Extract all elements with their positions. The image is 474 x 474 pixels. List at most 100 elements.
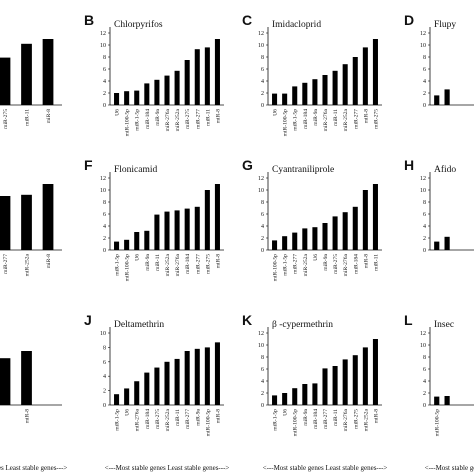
panel-label: C (242, 12, 252, 28)
y-tick-label: 4 (261, 379, 264, 385)
y-tick-label: 8 (261, 355, 264, 361)
x-tick-label: miR-277 (195, 254, 201, 274)
bar (194, 206, 200, 250)
y-tick-label: 12 (100, 31, 106, 37)
x-tick-label: miR-8 (215, 254, 221, 268)
x-tick-label: miR-275 (333, 254, 339, 274)
x-tick-label: miR-9a (313, 108, 319, 125)
stability-footer: <---Most stable genes Least stable genes… (105, 464, 230, 472)
x-tick-label: miR-1-5p (283, 254, 289, 276)
y-tick-label: 2 (103, 389, 106, 395)
bar (292, 86, 298, 105)
x-tick-label: miR-100-5p (283, 109, 289, 137)
y-tick-label: 2 (261, 391, 264, 397)
y-tick-label: 12 (258, 176, 264, 182)
bar (444, 396, 450, 405)
x-tick-label: miR-252a (25, 253, 31, 276)
y-tick-label: 8 (423, 355, 426, 361)
y-tick-label: 6 (423, 367, 426, 373)
y-tick-label: 4 (423, 224, 426, 230)
x-tick-label: miR-100-5p (205, 409, 211, 437)
bar (42, 184, 54, 250)
bar (352, 57, 358, 105)
x-tick-label: miR-8 (46, 109, 52, 123)
x-tick-label: miR-8 (363, 109, 369, 123)
bar (372, 339, 378, 405)
bar (302, 82, 308, 105)
bar (372, 39, 378, 105)
y-tick-label: 4 (423, 79, 426, 85)
x-tick-label: miR-276a (323, 108, 329, 131)
x-tick-label: miR-184 (145, 109, 151, 129)
y-tick-label: 8 (261, 200, 264, 206)
y-tick-label: 8 (423, 55, 426, 61)
bar (272, 93, 278, 105)
bar (114, 394, 120, 405)
bar (342, 359, 348, 405)
x-tick-label: miR-100-5p (273, 254, 279, 282)
stability-footer: <---Most stable genes Least stable genes… (263, 464, 388, 472)
x-tick-label: miR-11 (205, 109, 211, 126)
x-tick-label: miR-100-5p (125, 254, 131, 282)
x-tick-label: miR-275 (155, 409, 161, 429)
x-tick-label: miR-8 (363, 254, 369, 268)
y-tick-label: 6 (423, 212, 426, 218)
bar (174, 70, 180, 105)
x-tick-label: miR-277 (293, 254, 299, 274)
y-tick-label: 6 (261, 67, 264, 73)
x-tick-label: miR-9a (145, 253, 151, 270)
bar (434, 95, 440, 105)
y-tick-label: 0 (103, 403, 106, 409)
panel-J: J Deltamethrin 0 2 4 6 8 10 miR-1-5p U6 miR-276a mi… (84, 312, 229, 472)
y-tick-label: 4 (423, 379, 426, 385)
panel-L: L Insec 0 2 4 6 8 10 12 miR-100-5p <---Most stable… (404, 312, 474, 472)
bar (322, 223, 328, 250)
bar (214, 184, 220, 250)
x-tick-label: miR-277 (353, 109, 359, 129)
bar (282, 236, 288, 250)
bar (362, 347, 368, 405)
x-tick-label: miR-11 (155, 254, 161, 271)
bar (42, 39, 54, 105)
bar (134, 90, 140, 105)
x-tick-label: U6 (115, 109, 121, 116)
x-tick-label: miR-8 (215, 109, 221, 123)
x-tick-label: miR-100-5p (125, 109, 131, 137)
bar (114, 241, 120, 250)
y-tick-label: 8 (103, 55, 106, 61)
bar (184, 208, 190, 250)
y-tick-label: 0 (261, 403, 264, 409)
x-tick-label: miR-1-5p (115, 409, 121, 431)
panel-B: B Chlorpyrifos 0 2 4 6 8 10 12 U6 miR-100-5p miR-1-… (84, 12, 224, 136)
x-tick-label: miR-1-5p (115, 254, 121, 276)
x-tick-label: miR-252a (343, 108, 349, 131)
x-tick-label: miR-1-5p (273, 409, 279, 431)
x-tick-label: miR-9a (323, 253, 329, 270)
bar (144, 230, 150, 250)
x-tick-label: miR-252a (363, 408, 369, 431)
x-tick-label: miR-275 (205, 254, 211, 274)
bar (444, 89, 450, 105)
y-tick-label: 10 (420, 188, 426, 194)
stability-footer: <---Most stable genes Least stable genes… (425, 464, 474, 472)
chart-title: Chlorpyrifos (114, 19, 163, 30)
y-tick-label: 0 (261, 103, 264, 109)
x-tick-label: miR-184 (313, 409, 319, 429)
x-tick-label: miR-276a (343, 253, 349, 276)
x-tick-label: miR-1-5p (135, 109, 141, 131)
y-tick-label: 10 (420, 43, 426, 49)
x-tick-label: miR-276a (175, 253, 181, 276)
bar (302, 384, 308, 405)
panel-label: G (242, 157, 253, 173)
x-tick-label: miR-277 (323, 409, 329, 429)
bar (154, 367, 160, 405)
bar (0, 196, 11, 250)
chart-title: Deltamethrin (114, 320, 164, 330)
x-tick-label: miR-8 (25, 409, 31, 423)
bar (144, 372, 150, 405)
bar (272, 395, 278, 405)
chart-title: β -cypermethrin (272, 320, 333, 330)
y-tick-label: 2 (261, 236, 264, 242)
